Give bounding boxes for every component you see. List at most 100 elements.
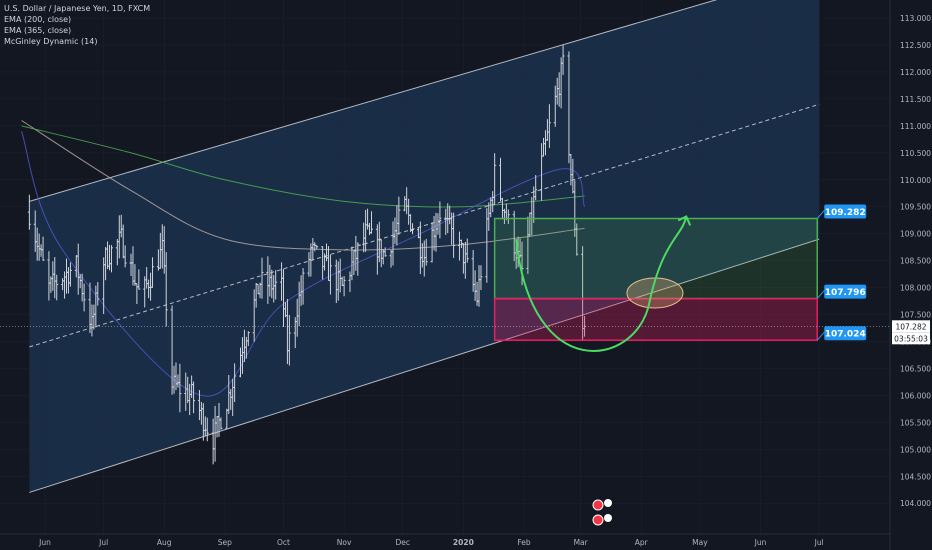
ohlc-bar [287,315,291,366]
price-tick-label: 106.000 [900,391,931,400]
ohlc-bar [109,245,113,273]
price-tick-label: 111.000 [900,122,931,131]
ohlc-bar [575,223,579,256]
event-marker-top-badge [604,499,612,507]
event-marker-bottom-badge [604,514,612,522]
ohlc-bar [369,211,373,234]
channel-upper-line [29,0,718,202]
ohlc-bar [137,269,141,290]
channel-mid-line [29,103,820,348]
time-tick-label: Jun [754,538,767,547]
event-marker-bottom-flag [592,514,604,526]
price-tick-label: 110.000 [900,176,931,185]
legend-symbol[interactable]: U.S. Dollar / Japanese Yen, 1D, FXCM [4,4,151,13]
ohlc-bar [164,252,168,327]
ohlc-bar [82,283,86,312]
ohlc-bar [178,363,182,413]
ohlc-bar [219,417,223,430]
ohlc-bar [260,257,264,299]
event-marker-top-flag [592,499,604,511]
countdown-bg [892,332,930,345]
price-tick-label: 108.000 [900,284,931,293]
ohlc-bar [356,242,360,276]
time-tick-label: Jun [38,538,51,547]
time-tick-label: Aug [157,538,172,547]
price-tick-label: 106.500 [900,364,931,373]
time-tick-label: 2020 [453,538,474,547]
ohlc-bar [68,262,72,287]
arrow-curve [515,216,688,352]
ohlc-bar [41,236,45,261]
time-tick-label: Dec [396,538,411,547]
channel-lower-line [29,238,820,493]
ohlc-bar [383,247,387,257]
time-tick-label: Jul [98,538,108,547]
candles-layer [27,45,587,465]
label-109-282-bg [824,204,867,219]
current-price-bg [892,320,930,333]
channel-lines-layer [29,0,820,493]
legend-mcginley[interactable]: McGinley Dynamic (14) [4,37,98,46]
time-tick-label: Nov [337,538,352,547]
price-tick-label: 110.500 [900,149,931,158]
legend-ema-365[interactable]: EMA (365, close) [4,26,72,35]
price-tick-label: 112.000 [900,68,931,77]
ema-365-line [21,125,585,208]
label-107-796-connector [816,290,825,299]
price-tick-label: 111.500 [900,95,931,104]
annotation-layer: 109.282 107.796 107.024 [0,204,890,352]
ohlc-bar [274,270,278,300]
time-tick-label: Apr [635,538,649,547]
label-107-024: 107.024 [816,326,867,341]
ohlc-bar [55,274,59,301]
time-tick-label: Oct [277,538,290,547]
price-tick-label: 109.000 [900,230,931,239]
time-tick-label: May [692,538,708,547]
ohlc-bar [547,104,551,148]
price-tick-label: 109.500 [900,203,931,212]
ohlc-bar [342,276,346,297]
pink-zone-box [493,297,818,341]
projection-arrow [515,215,692,352]
ohlc-bar [424,238,428,266]
ohlc-bar [205,417,209,442]
label-109-282-connector [816,210,825,219]
ohlc-bar [397,196,401,235]
ohlc-bar [328,254,332,295]
ohlc-bar [246,331,250,347]
time-tick-label: Mar [574,538,589,547]
price-tick-label: 104.000 [900,499,931,508]
legend-ema-200[interactable]: EMA (200, close) [4,15,72,24]
label-109-282-text: 109.282 [825,208,866,218]
ohlc-bar [534,175,538,201]
ohlc-bar [452,212,456,258]
price-tick-label: 107.500 [900,311,931,320]
chart-legend: U.S. Dollar / Japanese Yen, 1D, FXCM EMA… [4,3,150,47]
price-tick-label: 112.500 [900,41,931,50]
ohlc-bar [192,381,196,414]
label-107-024-text: 107.024 [825,330,866,340]
ohlc-bar [27,194,31,230]
label-109-282: 109.282 [816,204,867,219]
ohlc-bar [233,363,237,403]
ohlc-bar [123,245,127,268]
arrow-head [677,215,692,226]
ohlc-bar [411,223,415,235]
price-axis-background [890,0,932,550]
price-tick-label: 108.500 [900,257,931,266]
price-tick-label: 113.000 [900,14,931,23]
ohlc-bar [493,153,497,205]
event-marker-top [592,499,612,511]
time-tick-label: Feb [517,538,531,547]
pink-box-rect [493,297,818,341]
event-marker-bottom [592,514,612,526]
ema-200-line [21,120,585,251]
ohlc-bar [520,241,524,286]
time-tick-label: Jul [814,538,824,547]
ohlc-bar [151,257,155,288]
current-price-label: 107.282 [895,322,926,331]
label-107-024-connector [816,331,825,341]
label-107-796: 107.796 [816,284,867,299]
